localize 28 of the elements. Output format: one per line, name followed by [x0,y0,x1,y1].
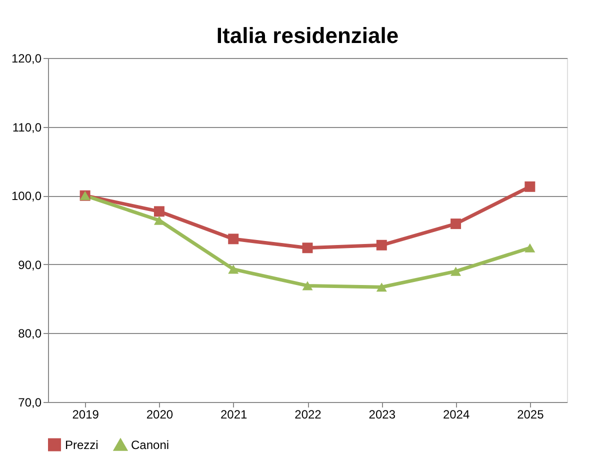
y-tick-label: 90,0 [18,258,42,272]
point [524,181,536,192]
x-tick-label: 2020 [146,408,174,422]
x-tick-label: 2025 [517,408,544,422]
legend-label: Prezzi [65,438,98,452]
point [376,240,387,250]
point [450,218,462,230]
y-tick-label: 80,0 [18,326,42,341]
x-tick-label: 2019 [72,408,100,422]
y-tick-label: 100,0 [11,189,42,204]
y-tick-label: 70,0 [18,396,42,410]
point [524,243,536,252]
point [302,281,313,290]
chart-title: Italia residenziale [216,23,399,48]
point [228,234,239,244]
y-tick-label: 110,0 [12,120,42,134]
legend-label: Canoni [131,438,170,452]
y-tick-label: 120,0 [11,52,42,66]
x-tick-label: 2021 [220,408,248,422]
x-tick-label: 2022 [294,408,322,422]
point [450,266,462,276]
point [154,216,164,225]
point [302,242,313,254]
x-tick-label: 2024 [442,408,470,422]
point [154,206,164,217]
point [228,264,239,274]
x-tick-label: 2023 [368,408,396,422]
point [376,282,387,292]
